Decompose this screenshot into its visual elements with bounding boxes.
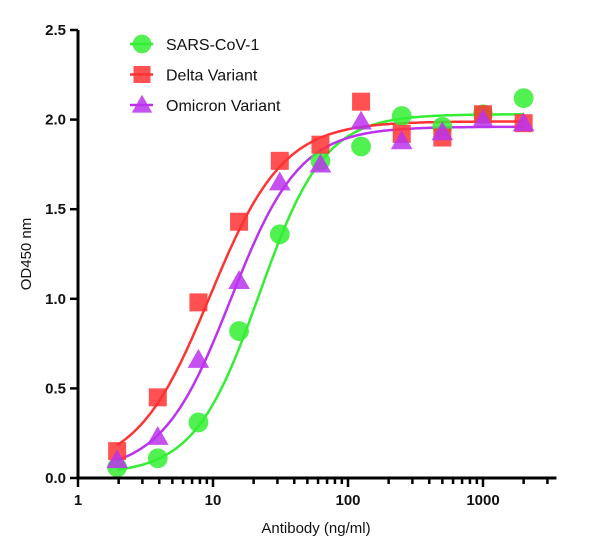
data-point <box>431 121 454 141</box>
legend: SARS-CoV-1 Delta Variant Omicron Variant <box>130 34 281 115</box>
y-tick-label: 0.5 <box>45 380 66 397</box>
legend-marker-triangle <box>131 94 153 113</box>
legend-marker-circle <box>132 34 152 54</box>
data-point <box>352 92 371 111</box>
data-point <box>350 110 372 130</box>
data-point <box>229 321 249 341</box>
x-tick-label: 1 <box>74 492 82 509</box>
legend-item: SARS-CoV-1 <box>130 34 259 54</box>
legend-label: Omicron Variant <box>166 98 281 115</box>
data-point <box>269 224 290 245</box>
x-axis-title: Antibody (ng/ml) <box>261 520 370 537</box>
data-point <box>512 112 535 132</box>
data-point <box>513 88 534 108</box>
data-point <box>146 425 169 445</box>
y-tick-label: 1.5 <box>45 201 66 218</box>
y-axis-title: OD450 nm <box>18 218 35 291</box>
data-point <box>188 412 209 433</box>
fit-curve-2 <box>116 125 524 462</box>
data-point <box>472 108 494 128</box>
data-point <box>147 448 168 469</box>
y-tick-label: 2.0 <box>45 112 66 129</box>
y-tick-label: 2.5 <box>45 22 66 39</box>
data-point <box>230 212 249 231</box>
data-point <box>269 171 291 191</box>
data-point <box>351 136 371 157</box>
legend-marker-square <box>133 66 151 83</box>
data-point <box>106 449 128 469</box>
data-points <box>106 88 535 478</box>
data-point <box>391 106 412 126</box>
legend-label: SARS-CoV-1 <box>166 37 259 54</box>
data-point <box>390 130 413 150</box>
x-tick-label: 10 <box>205 492 222 509</box>
legend-item: Delta Variant <box>130 66 258 85</box>
axes: 0.0 0.5 1.0 1.5 2.0 2.5 1 10 100 1000 <box>45 22 557 509</box>
y-tick-label: 0.0 <box>45 470 66 487</box>
data-point <box>270 151 289 170</box>
data-point <box>187 348 210 368</box>
data-point <box>309 153 332 173</box>
data-point <box>189 293 208 312</box>
legend-item: Omicron Variant <box>130 94 281 115</box>
x-tick-label: 1000 <box>466 492 499 509</box>
data-point <box>228 270 250 289</box>
legend-label: Delta Variant <box>166 68 258 85</box>
x-tick-label: 100 <box>335 492 360 509</box>
data-point <box>311 135 330 154</box>
y-tick-label: 1.0 <box>45 291 66 308</box>
data-point <box>148 388 167 407</box>
